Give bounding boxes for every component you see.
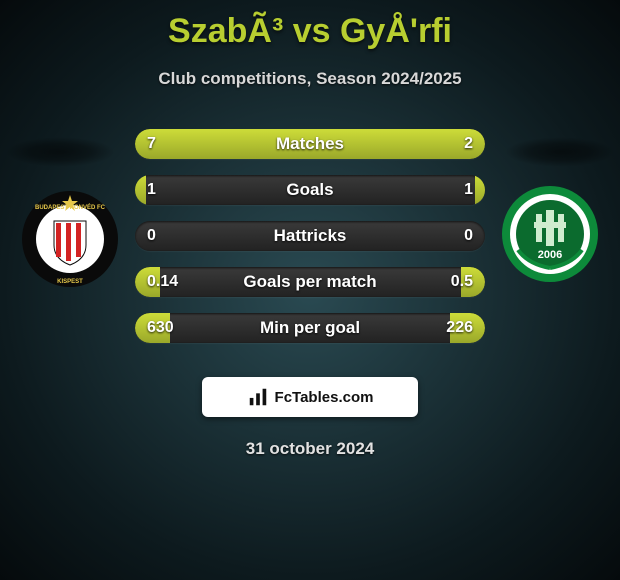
honved-crest-icon: BUDAPEST HONVÉD FC KISPEST [20, 189, 120, 289]
stat-label: Hattricks [135, 221, 485, 251]
stats-bars: 7Matches2 1Goals1 0Hattricks0 0.14Goals per… [135, 129, 485, 359]
subtitle: Club competitions, Season 2024/2025 [0, 69, 620, 89]
stat-row: 1Goals1 [135, 175, 485, 205]
stat-row: 630Min per goal226 [135, 313, 485, 343]
club-badge-right: 2006 [500, 184, 600, 284]
stat-value-right: 0 [464, 221, 473, 251]
shadow-left [5, 137, 115, 167]
bar-fill-left [135, 267, 160, 297]
page-title: SzabÃ³ vs GyÅ'rfi [0, 0, 620, 51]
date-text: 31 october 2024 [0, 439, 620, 459]
bar-chart-icon [247, 386, 269, 408]
stat-label: Goals [135, 175, 485, 205]
svg-text:2006: 2006 [538, 249, 562, 261]
stat-row: 7Matches2 [135, 129, 485, 159]
stat-value-right: 1 [464, 175, 473, 205]
bar-fill-right [475, 175, 486, 205]
stat-label: Goals per match [135, 267, 485, 297]
brand-text: FcTables.com [275, 389, 374, 406]
bar-fill-left [135, 129, 391, 159]
shadow-right [505, 137, 615, 167]
bar-fill-left [135, 313, 170, 343]
stat-row: 0.14Goals per match0.5 [135, 267, 485, 297]
bar-fill-right [450, 313, 485, 343]
stat-row: 0Hattricks0 [135, 221, 485, 251]
bar-fill-right [391, 129, 486, 159]
svg-text:BUDAPEST HONVÉD FC: BUDAPEST HONVÉD FC [35, 203, 106, 211]
stat-value-left: 1 [147, 175, 156, 205]
svg-text:KISPEST: KISPEST [57, 279, 83, 285]
stat-label: Min per goal [135, 313, 485, 343]
paks-crest-icon: 2006 [500, 184, 600, 284]
bar-fill-left [135, 175, 146, 205]
stat-value-left: 0 [147, 221, 156, 251]
bar-fill-right [461, 267, 486, 297]
comparison-area: BUDAPEST HONVÉD FC KISPEST 2006 7Matches… [0, 119, 620, 359]
brand-badge[interactable]: FcTables.com [202, 377, 418, 417]
club-badge-left: BUDAPEST HONVÉD FC KISPEST [20, 189, 120, 289]
